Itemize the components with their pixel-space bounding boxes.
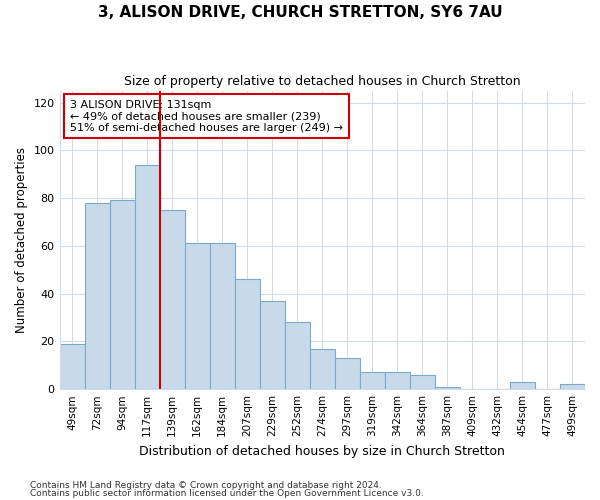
Bar: [59, 344, 85, 389]
Bar: [385, 372, 410, 389]
Bar: [160, 210, 185, 389]
Bar: [335, 358, 360, 389]
Bar: [410, 375, 435, 389]
Bar: [510, 382, 535, 389]
Bar: [360, 372, 385, 389]
Bar: [285, 322, 310, 389]
Bar: [134, 164, 160, 389]
Title: Size of property relative to detached houses in Church Stretton: Size of property relative to detached ho…: [124, 75, 521, 88]
Text: 3 ALISON DRIVE: 131sqm
← 49% of detached houses are smaller (239)
51% of semi-de: 3 ALISON DRIVE: 131sqm ← 49% of detached…: [70, 100, 343, 132]
Text: 3, ALISON DRIVE, CHURCH STRETTON, SY6 7AU: 3, ALISON DRIVE, CHURCH STRETTON, SY6 7A…: [98, 5, 502, 20]
Bar: [110, 200, 134, 389]
Text: Contains public sector information licensed under the Open Government Licence v3: Contains public sector information licen…: [30, 489, 424, 498]
Y-axis label: Number of detached properties: Number of detached properties: [15, 147, 28, 333]
Bar: [560, 384, 585, 389]
Bar: [235, 280, 260, 389]
Bar: [260, 301, 285, 389]
Bar: [85, 203, 110, 389]
X-axis label: Distribution of detached houses by size in Church Stretton: Distribution of detached houses by size …: [139, 444, 505, 458]
Bar: [185, 244, 209, 389]
Bar: [310, 348, 335, 389]
Bar: [435, 387, 460, 389]
Text: Contains HM Land Registry data © Crown copyright and database right 2024.: Contains HM Land Registry data © Crown c…: [30, 480, 382, 490]
Bar: [209, 244, 235, 389]
